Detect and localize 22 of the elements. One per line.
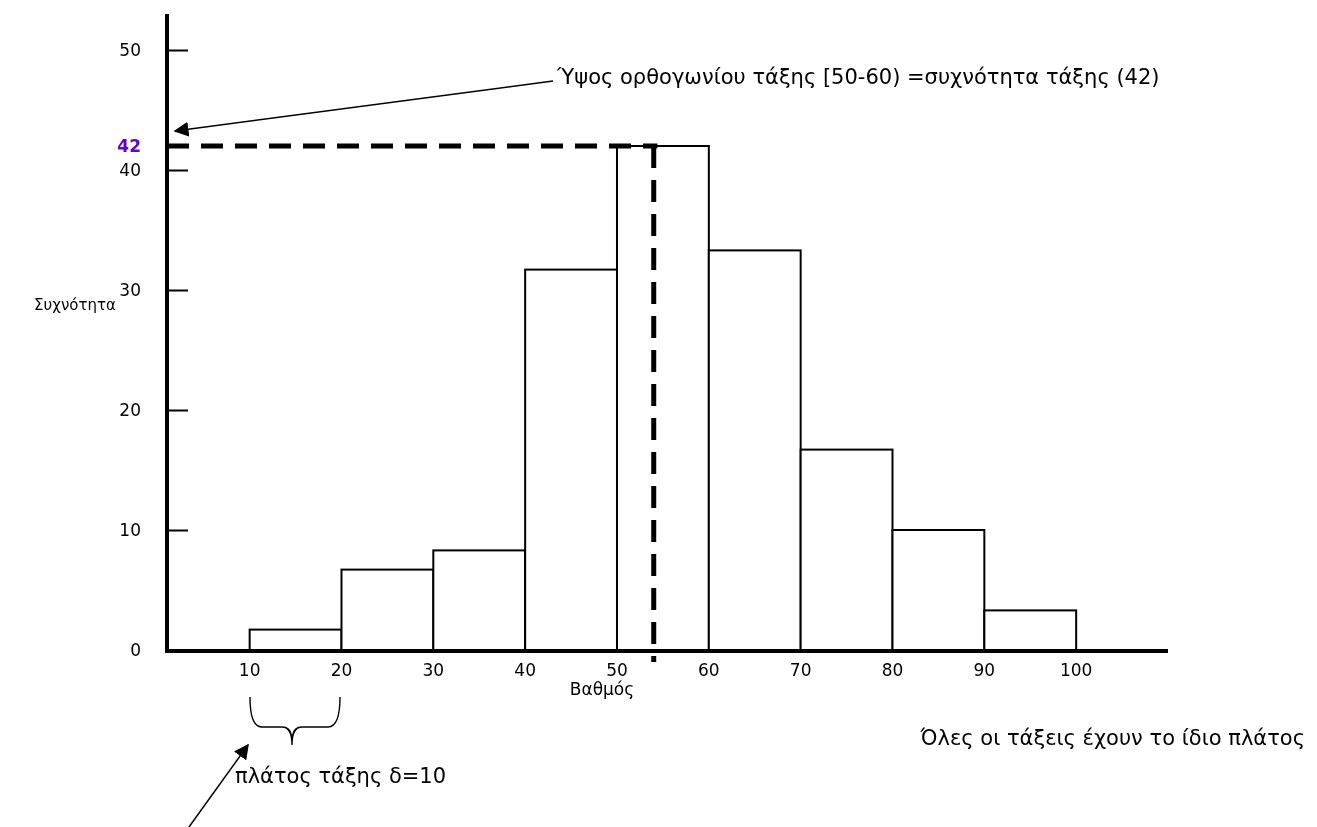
y-tick-label: 0 [130,639,141,660]
x-tick-label: 50 [606,660,628,680]
x-tick-label: 90 [973,660,996,680]
y-tick-label: 40 [119,159,141,180]
x-tick-label: 80 [881,660,904,680]
x-tick-label: 60 [698,660,720,680]
y-tick-label: 50 [119,39,141,60]
text: Όλες οι τάξεις έχουν το ίδιο πλάτος [919,726,1305,750]
y-axis-title: Συχνότητα [34,296,117,315]
x-axis-title: Βαθμός [569,679,635,699]
y-tick-label: 10 [119,519,141,540]
x-tick-label: 100 [1059,660,1093,680]
text: πλάτος τάξης δ=10 [235,764,447,788]
x-tick-label: 70 [789,660,812,680]
y-tick-label: 20 [119,399,141,420]
x-tick-label: 40 [514,660,536,680]
x-tick-label: 10 [238,660,261,680]
y-tick-label: 30 [119,279,141,300]
ref-line-label: 42 [117,135,141,156]
x-tick-label: 20 [330,660,353,680]
x-tick-label: 30 [422,660,445,680]
annotation: Ύψος ορθογωνίου τάξης [50-60) =συχνότητα τάξης (42) [556,65,1160,89]
